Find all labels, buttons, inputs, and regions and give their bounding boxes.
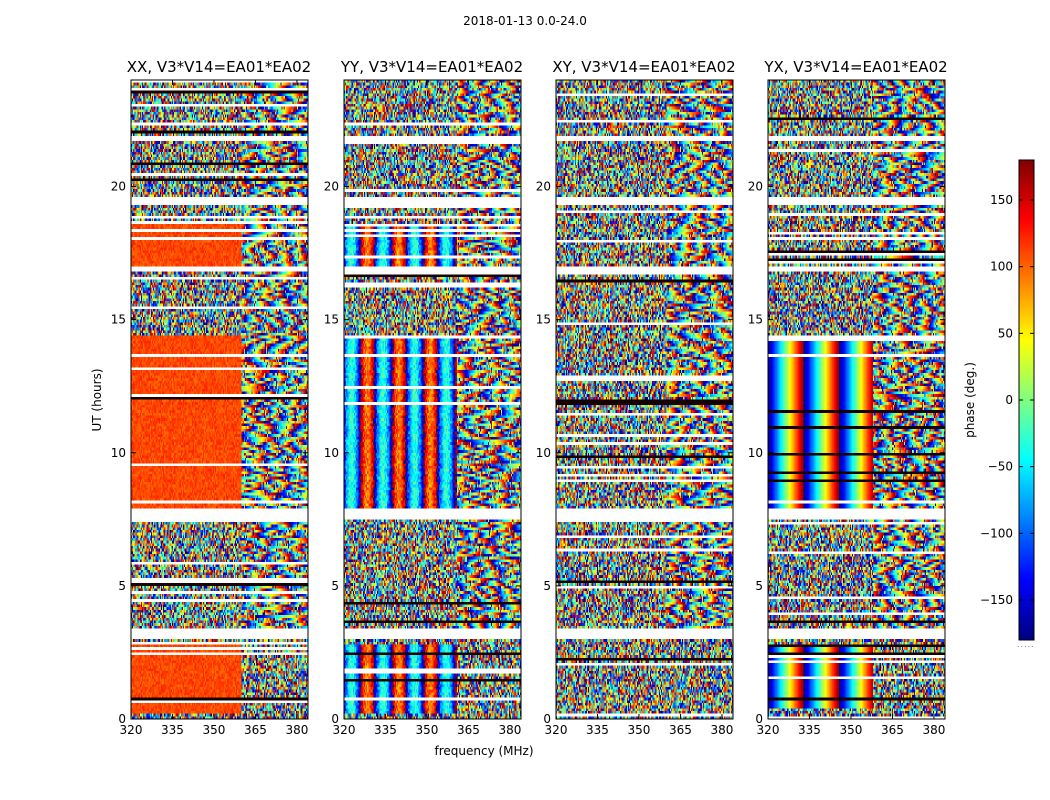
x-tick-label: 320	[545, 723, 568, 737]
panel-frame-2	[343, 79, 522, 720]
y-tick-label: 5	[755, 579, 763, 593]
colorbar-tick-label: 50	[998, 326, 1013, 340]
x-tick-label: 380	[710, 723, 733, 737]
y-tick-label: 15	[324, 313, 339, 327]
y-tick-label: 5	[543, 579, 551, 593]
x-tick-label: 365	[669, 723, 692, 737]
x-tick-label: 365	[244, 723, 267, 737]
panel-title-xx: XX, V3*V14=EA01*EA02	[126, 58, 312, 76]
y-tick-label: 0	[543, 712, 551, 726]
colorbar-tick-label: 0	[1005, 393, 1013, 407]
x-tick-label: 335	[586, 723, 609, 737]
figure-title: 2018-01-13 0.0-24.0	[463, 14, 587, 28]
x-tick-label: 320	[120, 723, 143, 737]
x-tick-label: 365	[457, 723, 480, 737]
panel-frame-3	[555, 79, 734, 720]
phase-heatmap-panel-3	[556, 80, 733, 719]
y-tick-label: 20	[748, 180, 763, 194]
x-tick-label: 335	[161, 723, 184, 737]
y-tick-label: 20	[111, 180, 126, 194]
colorbar-tick-label: −150	[980, 593, 1013, 607]
y-tick-label: 0	[118, 712, 126, 726]
x-tick-label: 350	[416, 723, 439, 737]
x-tick-label: 320	[333, 723, 356, 737]
colorbar-tick-label: 100	[990, 260, 1013, 274]
y-tick-label: 0	[755, 712, 763, 726]
phase-heatmap-panel-4	[768, 80, 945, 719]
y-tick-label: 0	[331, 712, 339, 726]
panel-title-xy: XY, V3*V14=EA01*EA02	[552, 58, 736, 76]
x-tick-label: 380	[922, 723, 945, 737]
x-tick-label: 380	[285, 723, 308, 737]
y-tick-label: 15	[748, 313, 763, 327]
x-axis-label: frequency (MHz)	[434, 744, 534, 758]
y-tick-label: 10	[111, 446, 126, 460]
panel-frame-4	[767, 79, 946, 720]
y-tick-label: 15	[536, 313, 551, 327]
panel-title-yy: YY, V3*V14=EA01*EA02	[340, 58, 524, 76]
y-tick-label: 20	[536, 180, 551, 194]
phase-heatmap-panel-1	[131, 80, 308, 719]
colorbar-tick-label: −50	[988, 460, 1013, 474]
x-tick-label: 320	[757, 723, 780, 737]
panel-frame-1	[130, 79, 309, 720]
y-tick-label: 10	[748, 446, 763, 460]
x-tick-label: 365	[881, 723, 904, 737]
x-tick-label: 335	[798, 723, 821, 737]
phase-heatmap-panel-2	[344, 80, 521, 719]
colorbar-tick-label: 150	[990, 193, 1013, 207]
y-tick-label: 20	[324, 180, 339, 194]
x-tick-label: 380	[498, 723, 521, 737]
colorbar-tick-label: −100	[980, 526, 1013, 540]
x-tick-label: 350	[840, 723, 863, 737]
y-tick-label: 15	[111, 313, 126, 327]
colorbar-footer-dots: .....	[1017, 640, 1035, 649]
x-tick-label: 350	[203, 723, 226, 737]
y-tick-label: 10	[324, 446, 339, 460]
x-tick-label: 350	[628, 723, 651, 737]
x-tick-label: 335	[374, 723, 397, 737]
panel-title-yx: YX, V3*V14=EA01*EA02	[764, 58, 948, 76]
y-tick-label: 10	[536, 446, 551, 460]
y-tick-label: 5	[331, 579, 339, 593]
y-tick-label: 5	[118, 579, 126, 593]
